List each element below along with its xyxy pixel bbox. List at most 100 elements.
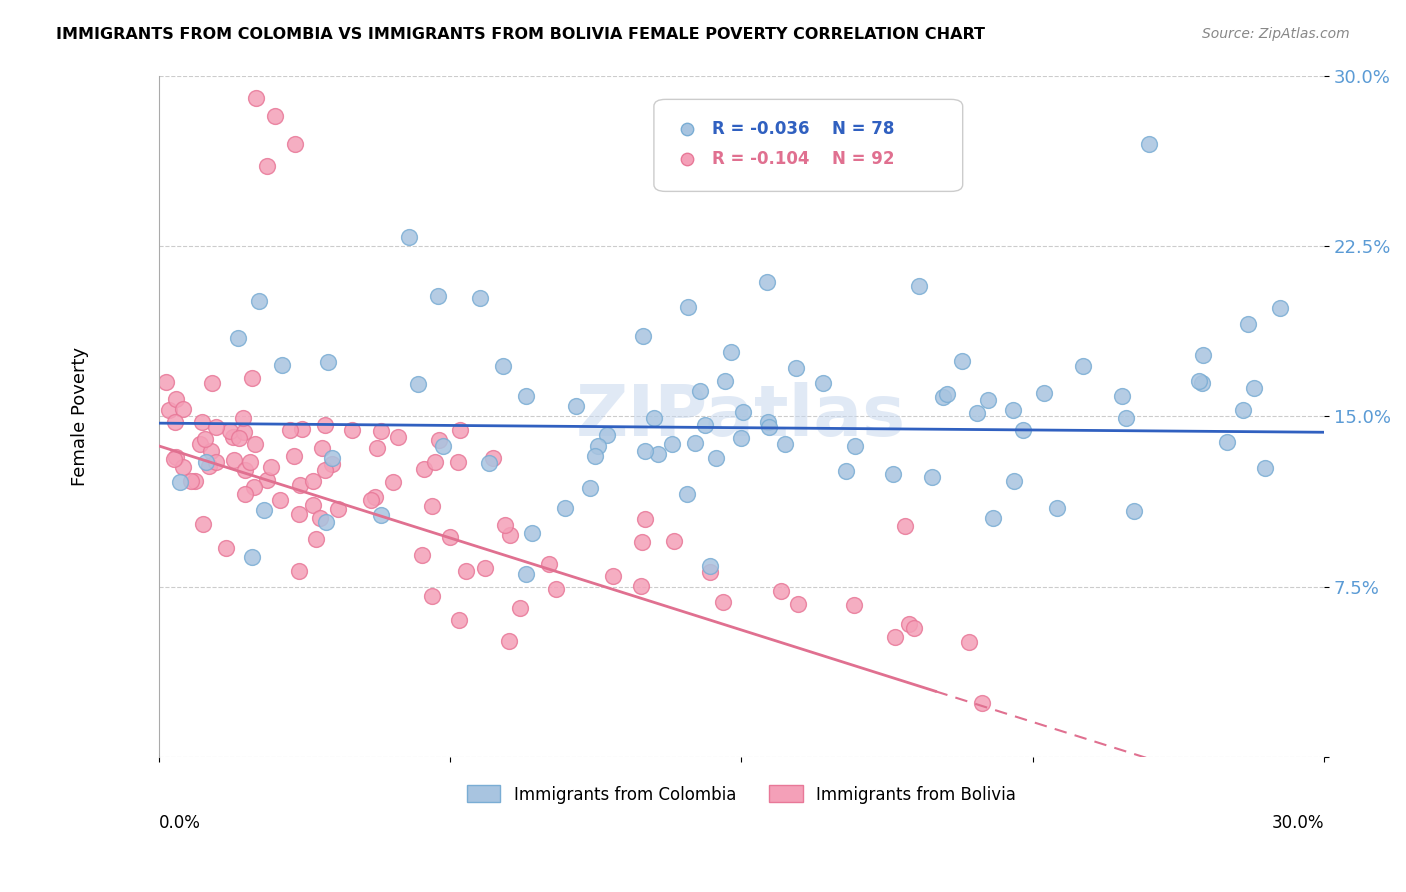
Point — [420, 499, 443, 513]
Point — [316, 355, 339, 369]
Point — [447, 613, 470, 627]
Point — [903, 621, 925, 635]
Point — [340, 423, 363, 437]
Text: N = 78: N = 78 — [832, 120, 894, 137]
Point — [1115, 411, 1137, 425]
Point — [172, 401, 194, 416]
Point — [474, 560, 496, 574]
Point — [228, 431, 250, 445]
Text: Source: ZipAtlas.com: Source: ZipAtlas.com — [1202, 27, 1350, 41]
Point — [898, 616, 921, 631]
Point — [1001, 402, 1024, 417]
Point — [387, 430, 409, 444]
Point — [773, 437, 796, 451]
Point — [786, 597, 808, 611]
Point — [427, 433, 450, 447]
Point — [478, 456, 501, 470]
Point — [676, 300, 699, 314]
Point — [586, 439, 609, 453]
Point — [834, 464, 856, 478]
Point — [157, 403, 180, 417]
Point — [163, 416, 186, 430]
Point — [271, 358, 294, 372]
Point — [302, 474, 325, 488]
Point — [233, 487, 256, 501]
Point — [408, 377, 430, 392]
Point — [180, 474, 202, 488]
Point — [259, 459, 281, 474]
Point — [256, 160, 278, 174]
Point — [243, 437, 266, 451]
Point — [201, 376, 224, 390]
Point — [194, 432, 217, 446]
Point — [932, 390, 955, 404]
Point — [693, 417, 716, 432]
Point — [190, 415, 212, 429]
Point — [689, 384, 711, 398]
Point — [233, 463, 256, 477]
Point — [283, 450, 305, 464]
Point — [731, 405, 754, 419]
Legend: Immigrants from Colombia, Immigrants from Bolivia: Immigrants from Colombia, Immigrants fro… — [460, 779, 1022, 810]
Point — [183, 474, 205, 488]
Point — [711, 595, 734, 609]
Point — [1191, 348, 1213, 362]
Point — [314, 462, 336, 476]
Point — [785, 361, 807, 376]
Point — [494, 518, 516, 533]
Point — [449, 423, 471, 437]
Point — [882, 467, 904, 482]
Point — [546, 582, 568, 596]
Point — [509, 600, 531, 615]
Point — [288, 507, 311, 521]
Point — [643, 411, 665, 425]
Point — [844, 439, 866, 453]
Point — [172, 459, 194, 474]
Point — [256, 473, 278, 487]
Point — [683, 436, 706, 450]
Point — [214, 541, 236, 555]
Point — [1122, 504, 1144, 518]
Point — [1237, 317, 1260, 331]
Point — [720, 344, 742, 359]
Point — [411, 548, 433, 562]
Point — [239, 455, 262, 469]
Point — [756, 415, 779, 429]
Point — [699, 559, 721, 574]
Point — [278, 423, 301, 437]
Point — [232, 411, 254, 425]
Point — [1111, 388, 1133, 402]
Point — [370, 424, 392, 438]
Point — [321, 451, 343, 466]
Point — [226, 331, 249, 345]
Point — [579, 481, 602, 495]
Point — [633, 328, 655, 343]
Point — [370, 508, 392, 522]
Point — [426, 288, 449, 302]
Point — [936, 387, 959, 401]
Point — [165, 392, 187, 406]
Text: 30.0%: 30.0% — [1271, 814, 1324, 832]
Point — [288, 478, 311, 492]
Point — [439, 530, 461, 544]
Point — [381, 475, 404, 489]
Point — [311, 441, 333, 455]
Point — [884, 630, 907, 644]
Point — [730, 431, 752, 445]
Point — [423, 454, 446, 468]
Point — [240, 549, 263, 564]
Point — [769, 583, 792, 598]
Point — [950, 354, 973, 368]
Point — [1045, 501, 1067, 516]
Point — [305, 532, 328, 546]
Point — [482, 450, 505, 465]
Point — [188, 437, 211, 451]
Point — [647, 447, 669, 461]
Point — [564, 400, 586, 414]
Point — [699, 566, 721, 580]
Point — [977, 392, 1000, 407]
Point — [420, 589, 443, 603]
Point — [269, 493, 291, 508]
Point — [602, 569, 624, 583]
Point — [630, 579, 652, 593]
